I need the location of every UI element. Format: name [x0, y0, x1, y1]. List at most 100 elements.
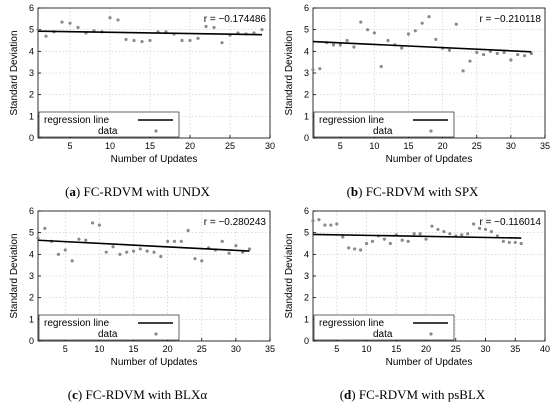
- y-axis-label: Standard Deviation: [9, 30, 20, 115]
- y-tick-label: 6: [29, 3, 34, 13]
- data-point: [124, 37, 128, 42]
- x-tick-label: 35: [265, 344, 275, 354]
- chart-d: 0 1 2 3 4 5 6 5 10 15 20 25 30 35 40 Number of Updates S…: [284, 206, 550, 368]
- x-tick-label: 15: [129, 344, 139, 354]
- legend-point-swatch: [154, 129, 158, 133]
- x-axis-label: Number of Updates: [386, 154, 473, 165]
- data-point: [179, 239, 183, 243]
- data-point: [212, 25, 216, 30]
- chart-c: 0 1 2 3 4 5 6 5 10 15 20 25 30 35 Number of Updates Sta…: [9, 206, 275, 368]
- data-point: [495, 234, 500, 238]
- y-axis-label: Standard Deviation: [284, 30, 295, 115]
- data-point: [341, 235, 345, 239]
- data-point: [97, 223, 102, 227]
- legend-box: [38, 314, 180, 341]
- caption-d: (d) FC-RDVM with psBLX: [339, 387, 486, 402]
- regression-line: [37, 30, 263, 36]
- y-tick-label: 3: [304, 68, 309, 78]
- caption-letter: a: [69, 184, 76, 199]
- legend-point-swatch: [429, 129, 433, 133]
- data-point: [68, 21, 72, 25]
- x-tick-label: 30: [231, 344, 241, 354]
- caption-a: (a) FC-RDVM with UNDX: [65, 184, 210, 199]
- data-point: [370, 239, 375, 243]
- x-tick-label: 25: [197, 344, 207, 354]
- data-point: [382, 237, 386, 241]
- data-point: [502, 50, 506, 55]
- y-tick-label: 5: [29, 25, 34, 35]
- data-point: [345, 38, 349, 43]
- data-point: [125, 250, 129, 254]
- y-tick-label: 4: [304, 46, 309, 56]
- data-point: [108, 16, 112, 20]
- data-point: [84, 238, 88, 242]
- x-axis-label: Number of Updates: [111, 357, 198, 368]
- data-point: [335, 222, 339, 226]
- x-tick-label: 10: [94, 344, 104, 354]
- data-point: [513, 240, 517, 245]
- y-tick-label: 4: [29, 249, 34, 259]
- data-point: [347, 246, 351, 250]
- data-point: [400, 238, 404, 242]
- data-point: [466, 232, 470, 236]
- data-point: [386, 38, 390, 43]
- data-point: [227, 251, 231, 255]
- y-tick-label: 1: [304, 111, 309, 121]
- r-annotation: r = −0.116014: [479, 217, 541, 228]
- data-point: [188, 38, 192, 43]
- data-point: [116, 18, 120, 22]
- data-point: [495, 51, 499, 56]
- x-tick-label: 30: [506, 141, 516, 151]
- x-tick-label: 25: [472, 141, 482, 151]
- data-point: [365, 28, 370, 32]
- x-tick-label: 30: [265, 141, 275, 151]
- caption-text: FC-RDVM with psBLX: [358, 387, 486, 402]
- data-point: [44, 34, 48, 38]
- y-tick-label: 2: [29, 293, 34, 303]
- caption-letter: c: [72, 387, 78, 402]
- x-tick-label: 30: [481, 344, 491, 354]
- data-point: [379, 64, 383, 69]
- data-point: [406, 239, 410, 243]
- data-point: [145, 249, 149, 253]
- data-point: [204, 24, 208, 29]
- data-point: [475, 50, 479, 55]
- data-point: [353, 247, 357, 251]
- r-annotation: r = −0.280243: [204, 217, 267, 228]
- data-point: [468, 59, 472, 63]
- data-point: [442, 229, 446, 234]
- y-tick-label: 3: [29, 271, 34, 281]
- y-tick-label: 6: [29, 206, 34, 216]
- legend-label: regression line: [44, 115, 109, 126]
- data-point: [412, 232, 416, 236]
- data-point: [519, 241, 523, 246]
- data-point: [118, 252, 122, 256]
- data-point: [372, 31, 377, 35]
- data-point: [359, 20, 363, 24]
- x-tick-label: 20: [421, 344, 431, 354]
- x-axis-label: Number of Updates: [386, 357, 473, 368]
- x-tick-label: 20: [185, 141, 195, 151]
- data-point: [516, 52, 520, 57]
- data-point: [507, 240, 511, 245]
- data-point: [331, 43, 336, 47]
- r-annotation: r = −0.210118: [479, 14, 541, 25]
- y-tick-label: 0: [29, 336, 34, 346]
- x-tick-label: 5: [67, 141, 72, 151]
- y-tick-label: 5: [304, 25, 309, 35]
- data-point: [483, 227, 488, 232]
- x-tick-label: 35: [540, 141, 550, 151]
- data-point: [60, 20, 64, 24]
- caption-text: FC-RDVM with SPX: [365, 184, 479, 199]
- data-point: [43, 226, 47, 230]
- data-point: [329, 223, 333, 227]
- legend-point-swatch: [429, 332, 433, 336]
- data-point: [427, 15, 431, 19]
- data-point: [138, 247, 142, 251]
- data-point: [193, 257, 197, 261]
- panel-b: 0 1 2 3 4 5 6 5 10 15 20 25 30 35 Number of Updates Sta…: [275, 0, 550, 206]
- data-point: [418, 232, 422, 236]
- panel-d: 0 1 2 3 4 5 6 5 10 15 20 25 30 35 40 Number of Updates S…: [275, 203, 550, 409]
